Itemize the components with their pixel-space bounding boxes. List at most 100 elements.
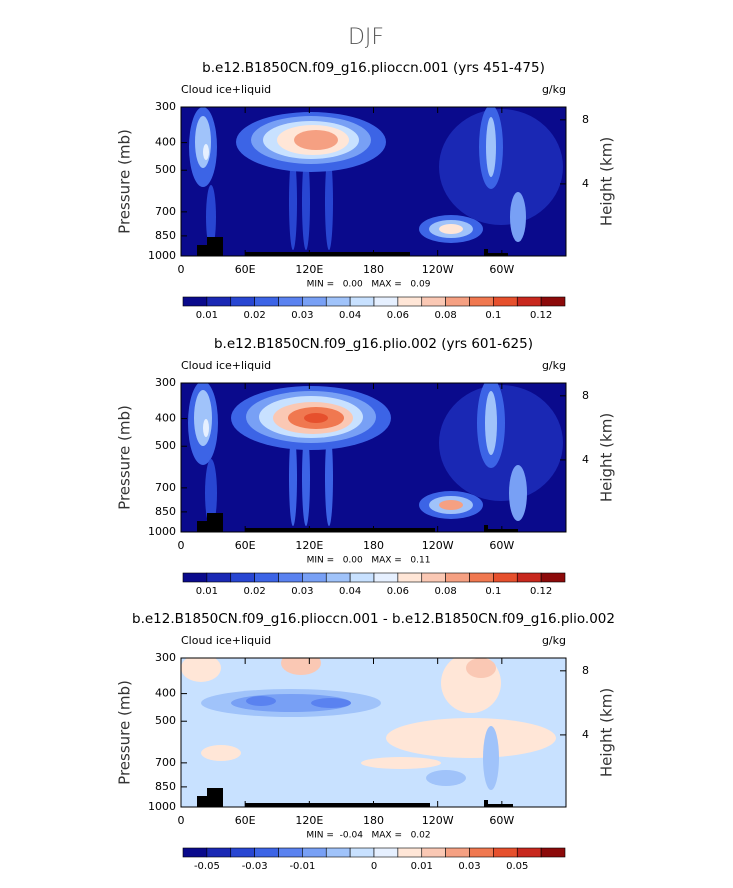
y2-axis-label: Height (km) [598, 413, 616, 502]
y-tick-label: 500 [155, 439, 176, 452]
x-tick-label: 120E [295, 263, 323, 276]
units-label: g/kg [542, 359, 566, 372]
x-tick-label: 120E [295, 539, 323, 552]
y2-tick-label: 4 [582, 177, 589, 190]
colorbar-box [230, 296, 255, 307]
y-tick-label: 700 [155, 756, 176, 769]
colorbar-label: 0.12 [530, 586, 552, 597]
colorbar-box [302, 296, 327, 307]
left-label: Cloud ice+liquid [181, 359, 271, 372]
colorbar-label: 0.06 [387, 586, 409, 597]
y2-tick-label: 8 [582, 389, 589, 402]
x-tick-label: 120W [422, 539, 454, 552]
colorbar-label: 0.03 [291, 586, 313, 597]
colorbar-box [349, 847, 375, 858]
x-tick-label: 60E [235, 263, 256, 276]
colorbar-box [397, 572, 423, 583]
contour-field [181, 107, 566, 256]
left-label: Cloud ice+liquid [181, 83, 271, 96]
colorbar-label: -0.01 [289, 861, 315, 872]
panel-title: b.e12.B1850CN.f09_g16.plio.002 (yrs 601-… [214, 336, 533, 352]
colorbar-box [206, 847, 232, 858]
colorbar-box [445, 572, 470, 583]
x-tick-label: 60W [489, 263, 514, 276]
colorbar-box [516, 296, 542, 307]
colorbar-box [254, 572, 279, 583]
y-tick-label: 700 [155, 481, 176, 494]
colorbar-box [421, 296, 446, 307]
y-tick-label: 500 [155, 714, 176, 727]
colorbar-label: 0.05 [506, 861, 528, 872]
colorbar-label: 0.06 [387, 310, 409, 321]
y-tick-label: 850 [155, 780, 176, 793]
colorbar-box [182, 572, 208, 583]
y2-tick-label: 8 [582, 664, 589, 677]
y2-axis-label: Height (km) [598, 137, 616, 226]
colorbar-label: 0.02 [243, 586, 265, 597]
colorbar-label: 0.08 [434, 310, 456, 321]
colorbar-box [230, 847, 255, 858]
colorbar-box [445, 847, 470, 858]
x-tick-label: 120W [422, 263, 454, 276]
colorbar-label: -0.03 [242, 861, 268, 872]
x-tick-label: 180 [363, 814, 384, 827]
y2-tick-label: 4 [582, 453, 589, 466]
colorbar-box [421, 847, 446, 858]
x-tick-label: 0 [178, 814, 185, 827]
y-axis-label: Pressure (mb) [116, 680, 134, 785]
y-tick-label: 300 [155, 376, 176, 389]
colorbar-box [397, 847, 423, 858]
stats-label: MIN = -0.04 MAX = 0.02 [306, 831, 430, 841]
colorbar-box [302, 572, 327, 583]
colorbar-label: 0.04 [339, 586, 361, 597]
colorbar-box [469, 847, 494, 858]
colorbar-box [278, 847, 303, 858]
units-label: g/kg [542, 634, 566, 647]
colorbar-box [493, 572, 518, 583]
colorbar-label: 0.01 [196, 586, 218, 597]
panel-title: b.e12.B1850CN.f09_g16.plioccn.001 - b.e1… [132, 611, 615, 627]
colorbar-box [182, 847, 208, 858]
x-tick-label: 60E [235, 539, 256, 552]
units-label: g/kg [542, 83, 566, 96]
colorbar-box [278, 296, 303, 307]
colorbar-box [325, 296, 351, 307]
y-tick-label: 400 [155, 412, 176, 425]
colorbar-box [540, 572, 566, 583]
colorbar-label: 0.1 [485, 586, 501, 597]
colorbar-box [445, 296, 470, 307]
y-tick-label: 400 [155, 136, 176, 149]
colorbar-box [349, 296, 375, 307]
colorbar-box [469, 296, 494, 307]
y2-axis-label: Height (km) [598, 688, 616, 777]
colorbar-label: 0.1 [485, 310, 501, 321]
y-axis-label: Pressure (mb) [116, 405, 134, 510]
colorbar-box [254, 847, 279, 858]
colorbar-box [373, 572, 399, 583]
y-tick-label: 1000 [148, 525, 176, 538]
x-tick-label: 120E [295, 814, 323, 827]
y-tick-label: 700 [155, 205, 176, 218]
colorbar-label: 0.01 [411, 861, 433, 872]
contour-field [181, 658, 566, 807]
colorbar-box [349, 572, 375, 583]
colorbar-box [206, 296, 232, 307]
y-tick-label: 500 [155, 163, 176, 176]
x-tick-label: 180 [363, 263, 384, 276]
colorbar-box [278, 572, 303, 583]
y-tick-label: 300 [155, 651, 176, 664]
x-tick-label: 60W [489, 814, 514, 827]
colorbar-box [469, 572, 494, 583]
colorbar-box [206, 572, 232, 583]
y2-tick-label: 4 [582, 728, 589, 741]
x-tick-label: 120W [422, 814, 454, 827]
x-tick-label: 180 [363, 539, 384, 552]
colorbar-label: 0.08 [434, 586, 456, 597]
colorbar-box [325, 572, 351, 583]
left-label: Cloud ice+liquid [181, 634, 271, 647]
stats-label: MIN = 0.00 MAX = 0.11 [307, 556, 431, 566]
colorbar-box [516, 847, 542, 858]
colorbar-label: 0.02 [243, 310, 265, 321]
colorbar-box [373, 847, 399, 858]
